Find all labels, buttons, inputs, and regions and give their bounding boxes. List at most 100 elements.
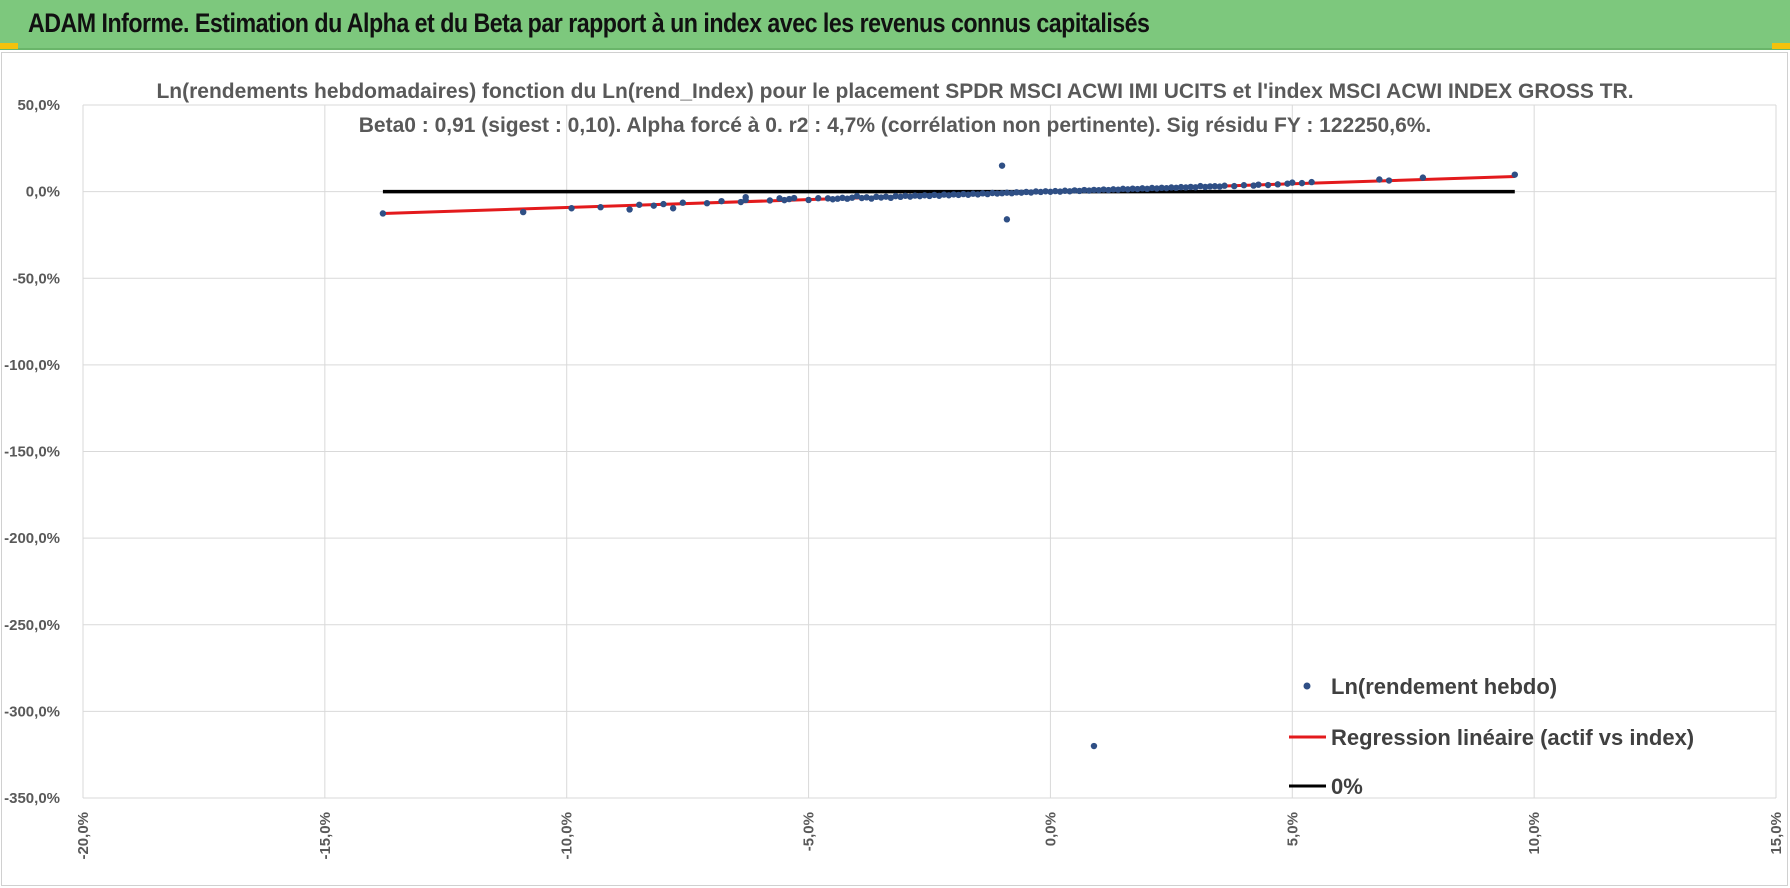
data-point: [877, 194, 885, 201]
x-tick-label: -20,0%: [75, 812, 92, 860]
data-point: [1139, 185, 1146, 192]
data-point: [1013, 189, 1020, 196]
data-point: [1124, 186, 1132, 193]
data-point: [1274, 181, 1281, 188]
data-point: [921, 192, 928, 199]
data-point: [868, 195, 875, 202]
data-point: [1076, 187, 1083, 195]
data-point: [790, 194, 798, 202]
y-tick-label: -300,0%: [4, 703, 60, 720]
data-point: [1148, 184, 1156, 192]
data-point: [1056, 188, 1064, 195]
data-point: [1187, 183, 1194, 191]
x-tick-label: 10,0%: [1526, 812, 1543, 855]
report-title: ADAM Informe. Estimation du Alpha et du …: [28, 8, 1150, 38]
y-tick-label: -150,0%: [4, 444, 60, 461]
data-point: [1081, 186, 1088, 194]
data-point: [974, 191, 982, 198]
data-point: [1153, 185, 1161, 192]
data-point: [1085, 187, 1093, 194]
data-point: [1134, 185, 1141, 193]
data-point: [964, 191, 972, 198]
data-point: [1042, 188, 1049, 195]
data-point: [379, 210, 387, 217]
legend-label-zero: 0%: [1331, 774, 1363, 799]
data-point: [766, 197, 774, 204]
data-point: [989, 189, 996, 197]
data-point: [1052, 187, 1059, 195]
data-point: [636, 201, 643, 208]
data-point: [1032, 188, 1040, 195]
data-point: [1231, 182, 1238, 190]
data-point: [858, 194, 865, 202]
y-tick-label: 0,0%: [26, 184, 60, 201]
y-tick-label: -100,0%: [4, 357, 60, 374]
data-point: [1376, 176, 1383, 183]
data-point: [737, 198, 745, 206]
data-point: [1100, 186, 1107, 193]
y-tick-label: -50,0%: [12, 270, 60, 287]
data-point: [1095, 187, 1103, 194]
data-point: [786, 195, 793, 203]
data-point: [926, 192, 933, 200]
x-tick-label: 0,0%: [1042, 812, 1059, 846]
data-point: [873, 193, 880, 201]
data-point: [1221, 182, 1228, 189]
data-point: [1202, 183, 1209, 191]
data-point: [742, 196, 749, 204]
scatter-points: [379, 162, 1518, 750]
data-point: [1511, 171, 1518, 178]
data-point: [1163, 184, 1170, 192]
data-point: [998, 162, 1006, 169]
data-point: [1385, 177, 1393, 184]
corner-marker-left: [0, 43, 18, 49]
x-tick-label: 15,0%: [1768, 812, 1785, 855]
data-point: [1255, 181, 1262, 188]
data-point: [940, 191, 948, 198]
data-point: [1008, 189, 1015, 197]
data-point: [1027, 189, 1035, 196]
data-point: [1172, 184, 1180, 192]
data-point: [1168, 184, 1175, 191]
data-point: [1110, 186, 1117, 193]
data-point: [1114, 186, 1122, 193]
data-point: [1284, 180, 1291, 187]
data-point: [848, 194, 856, 201]
data-point: [1177, 183, 1185, 191]
data-point: [839, 194, 846, 202]
x-tick-label: -5,0%: [801, 812, 818, 851]
data-point: [519, 208, 527, 216]
y-axis-ticks: 50,0% 0,0% -50,0% -100,0% -150,0% -200,0% -250…: [4, 97, 60, 807]
data-point: [911, 192, 919, 199]
data-point: [1211, 183, 1219, 190]
chart-title-line1: Ln(rendements hebdomadaires) fonction du…: [156, 80, 1633, 103]
data-point: [892, 192, 899, 200]
data-point: [650, 202, 657, 209]
data-point: [994, 190, 1001, 197]
data-point: [679, 199, 687, 206]
data-point: [776, 195, 783, 202]
data-point: [960, 190, 967, 198]
legend: Ln(rendement hebdo) Regression linéaire …: [1289, 674, 1694, 799]
data-point: [1105, 186, 1112, 194]
legend-label-regression: Regression linéaire (actif vs index): [1331, 725, 1694, 750]
data-point: [863, 194, 870, 201]
data-point: [597, 204, 604, 211]
chart-title-line2: Beta0 : 0,91 (sigest : 0,10). Alpha forc…: [359, 114, 1432, 137]
data-point: [1197, 182, 1204, 190]
data-point: [882, 193, 890, 200]
data-point: [1023, 188, 1030, 196]
data-point: [718, 197, 725, 205]
data-point: [660, 200, 667, 208]
legend-label-scatter: Ln(rendement hebdo): [1331, 674, 1557, 699]
data-point: [1240, 182, 1248, 189]
data-point: [1071, 187, 1078, 194]
y-tick-label: -350,0%: [4, 790, 60, 807]
data-point: [1182, 184, 1190, 191]
x-axis-ticks: -20,0% -15,0% -10,0% -5,0% 0,0% 5,0% 10,0% 15,0…: [75, 812, 1785, 860]
y-tick-label: -200,0%: [4, 530, 60, 547]
data-point: [1308, 178, 1315, 186]
data-point: [669, 205, 677, 212]
data-point: [1419, 174, 1427, 181]
data-point: [1003, 216, 1011, 223]
